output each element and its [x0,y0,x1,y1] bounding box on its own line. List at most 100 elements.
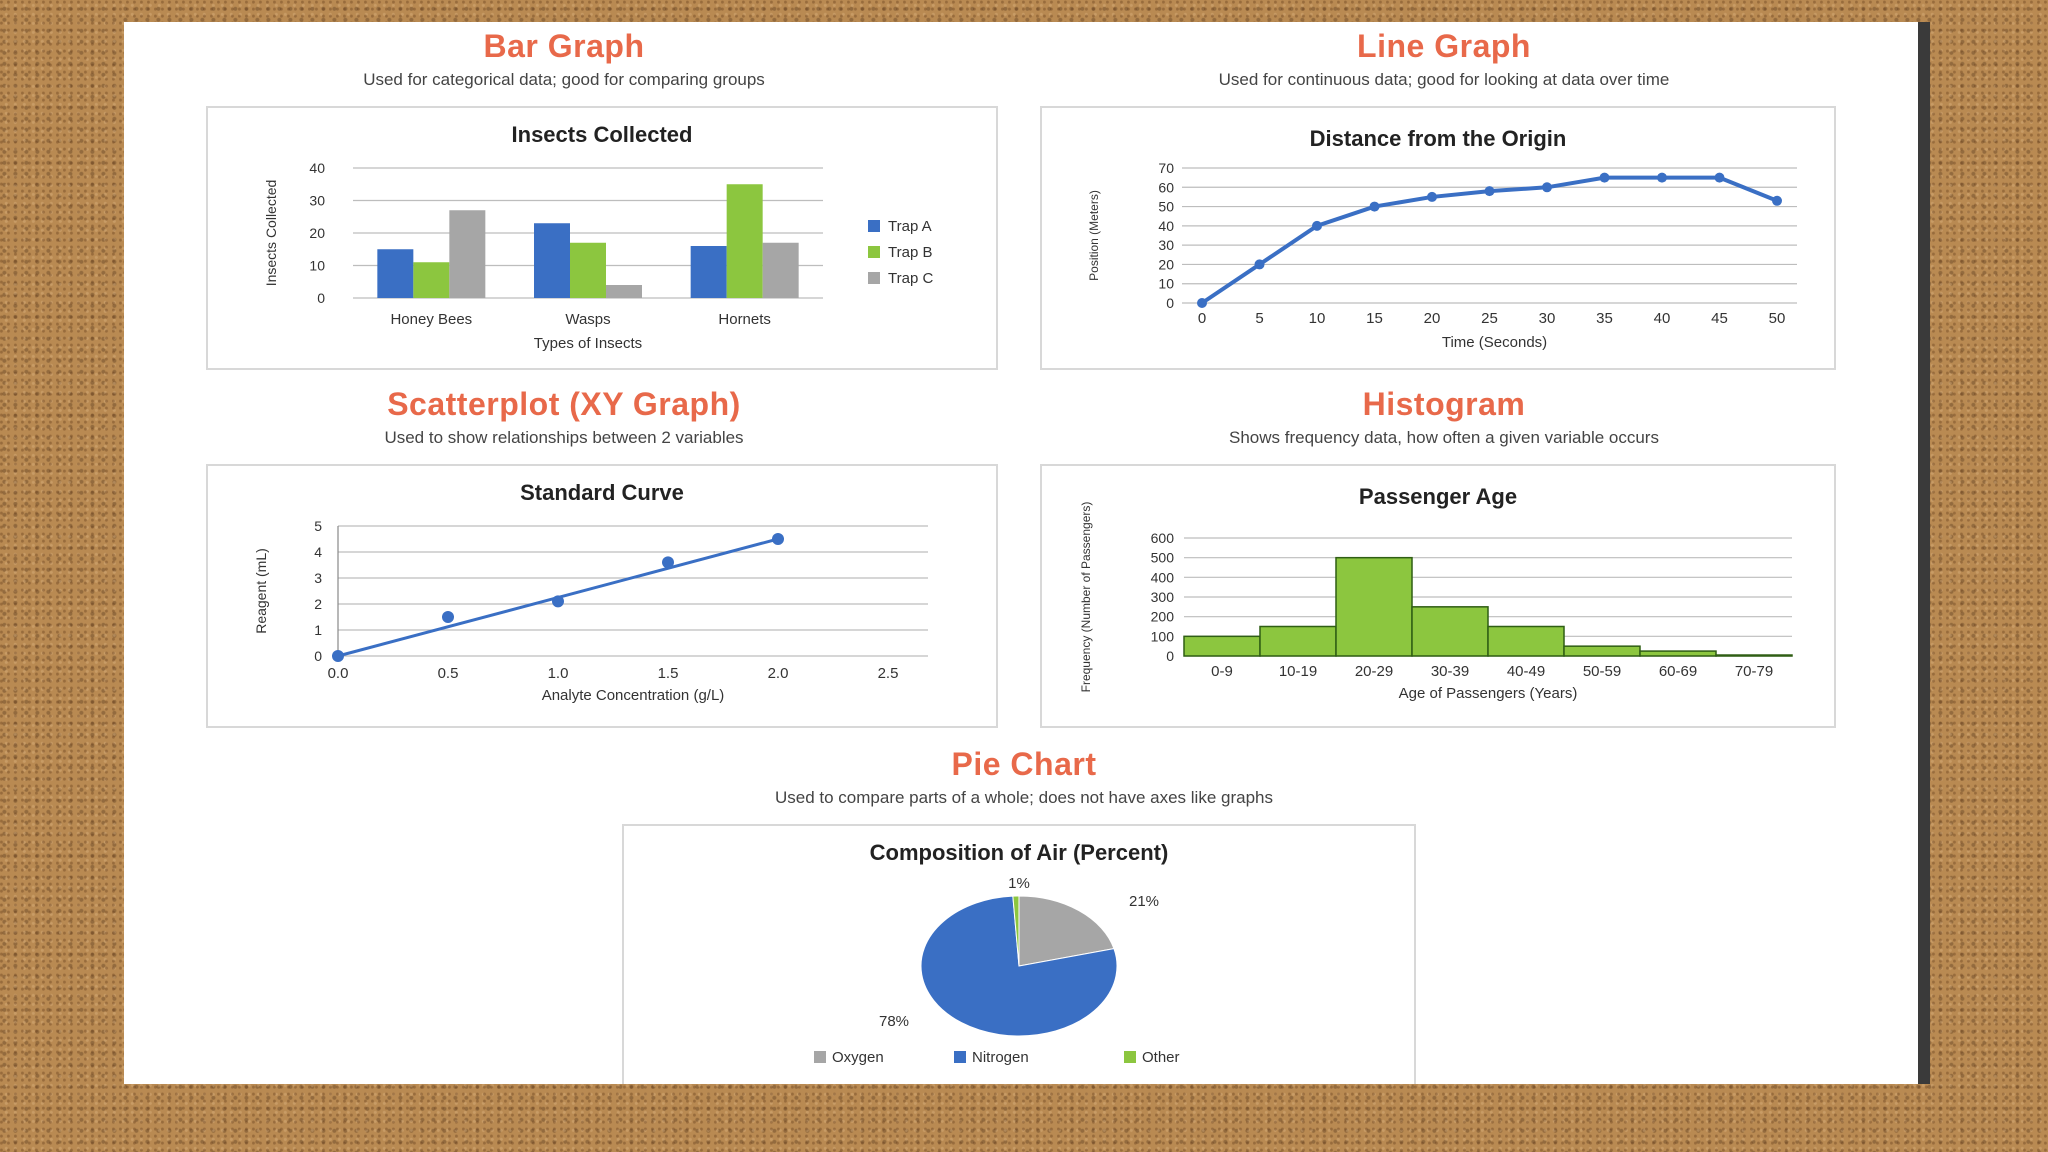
legend-label: Trap C [888,270,933,287]
data-point [1254,259,1265,270]
y-tick-label: 300 [1151,589,1175,605]
pie-chart-panel: Composition of Air (Percent) 21% 78% 1% Oxyg… [622,824,1416,1084]
y-axis-label: Frequency (Number of Passengers) [1079,502,1093,693]
chart-title: Insects Collected [512,122,693,147]
slice-label: 1% [1008,875,1030,892]
y-tick-label: 500 [1151,550,1175,566]
y-axis-label: Position (Meters) [1087,190,1101,281]
x-tick-label: 30-39 [1431,663,1469,680]
y-tick-label: 5 [314,518,322,534]
data-point [1772,195,1782,206]
y-tick-label: 20 [309,225,325,241]
legend-swatch [868,246,880,258]
x-tick-label: 70-79 [1735,663,1773,680]
y-tick-label: 10 [309,258,325,274]
legend-swatch [868,272,880,284]
data-point [332,650,344,662]
pie-chart-heading: Pie Chart [951,746,1097,782]
pie-slice-other [1012,895,1020,967]
legend-label: Oxygen [832,1049,884,1066]
histogram-bar [1639,650,1717,657]
y-tick-label: 200 [1151,609,1175,625]
y-tick-label: 40 [1158,218,1174,234]
data-point [1599,172,1610,183]
x-tick-label: 20 [1424,310,1441,327]
x-tick-label: Hornets [718,311,771,328]
legend-swatch [954,1051,966,1063]
y-tick-label: 0 [1166,648,1174,664]
x-axis-label: Types of Insects [534,335,642,352]
insects-bar-chart: Insects Collected 0 10 20 30 40 Honey Bees Wasp… [263,122,933,352]
line-graph-heading: Line Graph [1357,28,1531,64]
histogram-description: Shows frequency data, how often a given … [1229,428,1659,447]
y-tick-label: 60 [1158,179,1174,195]
x-axis-label: Time (Seconds) [1442,334,1547,351]
data-point [1484,186,1495,197]
data-point [662,556,674,569]
x-tick-label: 0.0 [328,665,349,682]
bar-trap-b [570,242,606,298]
histogram-panel: Passenger Age 0 100 200 300 400 500 600 0-9 10-19… [1040,464,1836,728]
data-point [1542,182,1552,193]
x-tick-label: 15 [1366,310,1383,327]
data-point [552,595,564,608]
x-tick-label: 1.0 [548,665,569,682]
standard-curve-scatter: Standard Curve 0 1 2 3 4 5 0.0 0.5 1.0 1.5 2.0 2.5 An… [253,480,928,704]
histogram-bar [1411,606,1489,657]
bar-chart-panel: Insects Collected 0 10 20 30 40 Honey Bees Wasp… [206,106,998,370]
scatter-chart-panel: Standard Curve 0 1 2 3 4 5 0.0 0.5 1.0 1.5 2.0 2.5 An… [206,464,998,728]
data-point [1714,172,1725,183]
bar-trap-c [606,285,642,298]
y-tick-label: 0 [1166,295,1174,311]
bar-trap-c [762,242,799,298]
y-tick-label: 10 [1158,276,1174,292]
data-point [1197,298,1207,308]
y-tick-label: 100 [1151,628,1175,644]
bar-trap-a [690,246,727,298]
x-tick-label: 45 [1711,310,1728,327]
x-tick-label: 35 [1596,310,1613,327]
bar-trap-a [534,223,570,298]
air-composition-pie: Composition of Air (Percent) 21% 78% 1% Oxyg… [814,840,1180,1066]
chart-title: Composition of Air (Percent) [870,840,1169,865]
x-tick-label: Wasps [565,311,610,328]
y-tick-label: 3 [314,570,322,586]
y-axis-label: Insects Collected [263,180,279,287]
histogram-bar [1715,654,1793,657]
x-tick-label: 5 [1255,310,1263,327]
y-tick-label: 30 [1158,237,1174,253]
histogram-bar [1335,556,1413,657]
x-tick-label: 40-49 [1507,663,1545,680]
bar-trap-a [377,249,414,298]
y-axis-label: Reagent (mL) [253,548,269,634]
x-tick-label: 30 [1539,310,1556,327]
x-tick-label: 20-29 [1355,663,1393,680]
legend-label: Other [1142,1049,1180,1066]
histogram-bar [1563,645,1641,657]
scatter-description: Used to show relationships between 2 var… [384,428,744,447]
y-tick-label: 2 [314,596,322,612]
legend-label: Nitrogen [972,1049,1029,1066]
legend-swatch [1124,1051,1136,1063]
passenger-age-histogram: Passenger Age 0 100 200 300 400 500 600 0-9 10-19… [1079,484,1793,702]
y-tick-label: 0 [317,290,325,306]
y-tick-label: 0 [314,648,322,664]
line-chart-panel: Distance from the Origin 0 10 20 30 40 50 60 70 0… [1040,106,1836,370]
y-tick-label: 50 [1158,199,1174,215]
bar-graph-description: Used for categorical data; good for comp… [363,70,765,89]
histogram-bar [1259,625,1337,657]
data-point [1657,172,1667,183]
pie-slice-nitrogen [920,895,1118,1037]
x-tick-label: 10-19 [1279,663,1317,680]
x-tick-label: 10 [1309,310,1326,327]
histogram-heading: Histogram [1362,386,1526,422]
x-tick-label: 0-9 [1211,663,1233,680]
pie-slice-oxygen [1018,895,1115,967]
bar-trap-b [413,262,450,298]
chart-title: Distance from the Origin [1310,126,1567,151]
y-tick-label: 20 [1158,256,1174,272]
x-tick-label: 60-69 [1659,663,1697,680]
x-tick-label: 40 [1654,310,1671,327]
bar-trap-c [449,210,486,298]
y-tick-label: 1 [314,622,322,638]
